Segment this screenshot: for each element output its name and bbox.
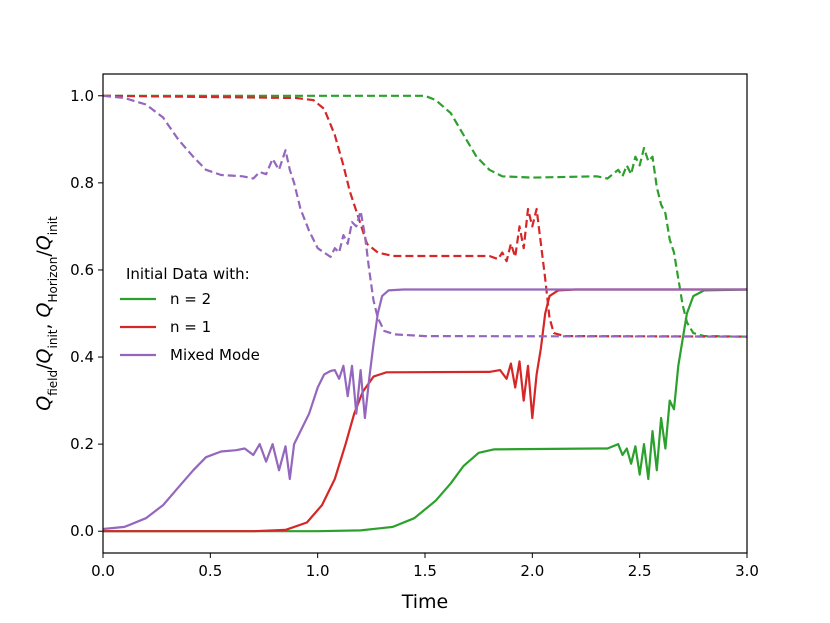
series-line-4 <box>103 288 747 531</box>
y-label-q3: Q <box>33 302 55 317</box>
y-label-q4: Q <box>33 235 55 250</box>
y-label-sub-init2: init <box>46 216 60 235</box>
legend: Initial Data with: n = 2 n = 1 Mixed Mode <box>118 258 308 370</box>
series-line-2 <box>103 288 747 533</box>
ticks-layer: 0.0 0.5 1.0 1.5 2.0 2.5 3.0 0.0 0.2 0.4 0.6 0.8 1.0 <box>70 87 759 580</box>
x-tick-label: 2.0 <box>520 562 544 580</box>
series-line-3 <box>103 94 747 338</box>
legend-label: n = 2 <box>170 290 211 308</box>
legend-title: Initial Data with: <box>126 265 250 283</box>
legend-label: n = 1 <box>170 318 211 336</box>
y-axis-label: Qfield/Qinit,QHorizon/Qinit <box>33 216 60 411</box>
legend-entries: n = 2 n = 1 Mixed Mode <box>120 290 260 364</box>
series-line-5 <box>103 94 747 338</box>
legend-label: Mixed Mode <box>170 346 260 364</box>
x-tick-label: 0.5 <box>198 562 222 580</box>
y-tick-label: 0.2 <box>70 435 94 453</box>
y-tick-label: 0.8 <box>70 174 94 192</box>
series-layer <box>103 94 747 533</box>
legend-box <box>118 258 308 370</box>
x-tick-label: 1.0 <box>306 562 330 580</box>
y-label-comma: , <box>33 323 55 329</box>
x-tick-label: 2.5 <box>628 562 652 580</box>
y-tick-label: 0.4 <box>70 348 94 366</box>
y-tick-label: 0.6 <box>70 261 94 279</box>
plot-frame <box>102 73 748 554</box>
y-label-slash1: / <box>33 363 55 370</box>
y-label-sub-horizon: Horizon <box>46 257 60 303</box>
series-line-0 <box>103 288 747 533</box>
x-tick-label: 1.5 <box>413 562 437 580</box>
y-tick-label: 0.0 <box>70 522 94 540</box>
x-tick-label: 0.0 <box>91 562 115 580</box>
y-label-q1: Q <box>33 396 55 411</box>
x-axis-label: Time <box>401 591 449 613</box>
y-label-sub-init1: init <box>46 329 60 348</box>
y-tick-label: 1.0 <box>70 87 94 105</box>
y-label-sub-field: field <box>46 370 60 396</box>
y-label-q2: Q <box>33 348 55 363</box>
series-line-1 <box>103 94 747 338</box>
x-tick-label: 3.0 <box>735 562 759 580</box>
y-label-slash2: / <box>33 250 55 257</box>
